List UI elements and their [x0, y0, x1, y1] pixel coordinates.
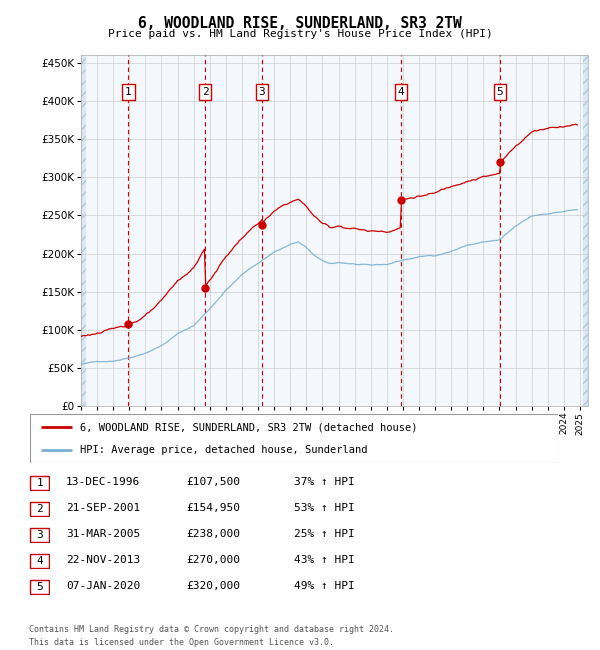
Text: 53% ↑ HPI: 53% ↑ HPI — [294, 503, 355, 514]
Text: 4: 4 — [36, 556, 43, 566]
Text: 25% ↑ HPI: 25% ↑ HPI — [294, 529, 355, 539]
Text: 31-MAR-2005: 31-MAR-2005 — [66, 529, 140, 539]
Text: 3: 3 — [259, 87, 265, 97]
Text: 1: 1 — [125, 87, 132, 97]
Text: £320,000: £320,000 — [186, 581, 240, 592]
Text: 21-SEP-2001: 21-SEP-2001 — [66, 503, 140, 514]
Text: 2: 2 — [36, 504, 43, 514]
Text: 2: 2 — [202, 87, 209, 97]
Text: 6, WOODLAND RISE, SUNDERLAND, SR3 2TW (detached house): 6, WOODLAND RISE, SUNDERLAND, SR3 2TW (d… — [80, 422, 418, 432]
Text: 5: 5 — [496, 87, 503, 97]
Text: 1: 1 — [36, 478, 43, 488]
Text: Contains HM Land Registry data © Crown copyright and database right 2024.
This d: Contains HM Land Registry data © Crown c… — [29, 625, 394, 647]
Text: 07-JAN-2020: 07-JAN-2020 — [66, 581, 140, 592]
Text: £154,950: £154,950 — [186, 503, 240, 514]
Text: 49% ↑ HPI: 49% ↑ HPI — [294, 581, 355, 592]
Text: 43% ↑ HPI: 43% ↑ HPI — [294, 555, 355, 566]
Text: 13-DEC-1996: 13-DEC-1996 — [66, 477, 140, 488]
Text: 6, WOODLAND RISE, SUNDERLAND, SR3 2TW: 6, WOODLAND RISE, SUNDERLAND, SR3 2TW — [138, 16, 462, 31]
Text: 3: 3 — [36, 530, 43, 540]
Text: 5: 5 — [36, 582, 43, 592]
Text: 37% ↑ HPI: 37% ↑ HPI — [294, 477, 355, 488]
Text: HPI: Average price, detached house, Sunderland: HPI: Average price, detached house, Sund… — [80, 445, 368, 454]
Text: £107,500: £107,500 — [186, 477, 240, 488]
Text: £270,000: £270,000 — [186, 555, 240, 566]
Text: 22-NOV-2013: 22-NOV-2013 — [66, 555, 140, 566]
Text: 4: 4 — [398, 87, 404, 97]
Text: Price paid vs. HM Land Registry's House Price Index (HPI): Price paid vs. HM Land Registry's House … — [107, 29, 493, 39]
Text: £238,000: £238,000 — [186, 529, 240, 539]
